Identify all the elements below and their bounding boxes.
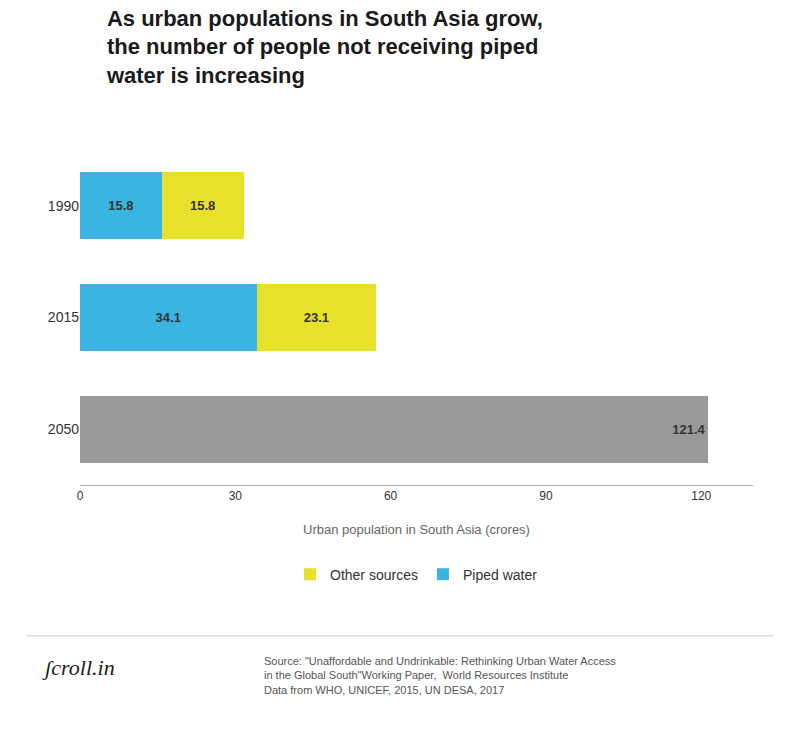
svg-text:Other sources: Other sources — [330, 567, 418, 583]
svg-text:15.8: 15.8 — [190, 198, 215, 213]
svg-text:As urban populations in South: As urban populations in South Asia grow,… — [106, 6, 543, 88]
svg-text:121.4: 121.4 — [672, 422, 705, 437]
svg-text:Urban population in South Asia: Urban population in South Asia (crores) — [303, 522, 530, 537]
svg-text:Source: "Unaffordable and Undr: Source: "Unaffordable and Undrinkable: R… — [264, 655, 616, 696]
svg-text:2050: 2050 — [48, 421, 79, 437]
svg-text:30: 30 — [229, 489, 243, 503]
svg-text:Piped water: Piped water — [463, 567, 537, 583]
svg-text:60: 60 — [384, 489, 398, 503]
svg-text:0: 0 — [77, 489, 84, 503]
svg-text:23.1: 23.1 — [304, 310, 329, 325]
svg-text:90: 90 — [539, 489, 553, 503]
svg-text:15.8: 15.8 — [108, 198, 133, 213]
svg-text:34.1: 34.1 — [156, 310, 181, 325]
svg-text:120: 120 — [691, 489, 711, 503]
svg-text:2015: 2015 — [48, 309, 79, 325]
svg-text:ʃcroll.in: ʃcroll.in — [42, 655, 115, 680]
svg-text:1990: 1990 — [48, 198, 79, 214]
